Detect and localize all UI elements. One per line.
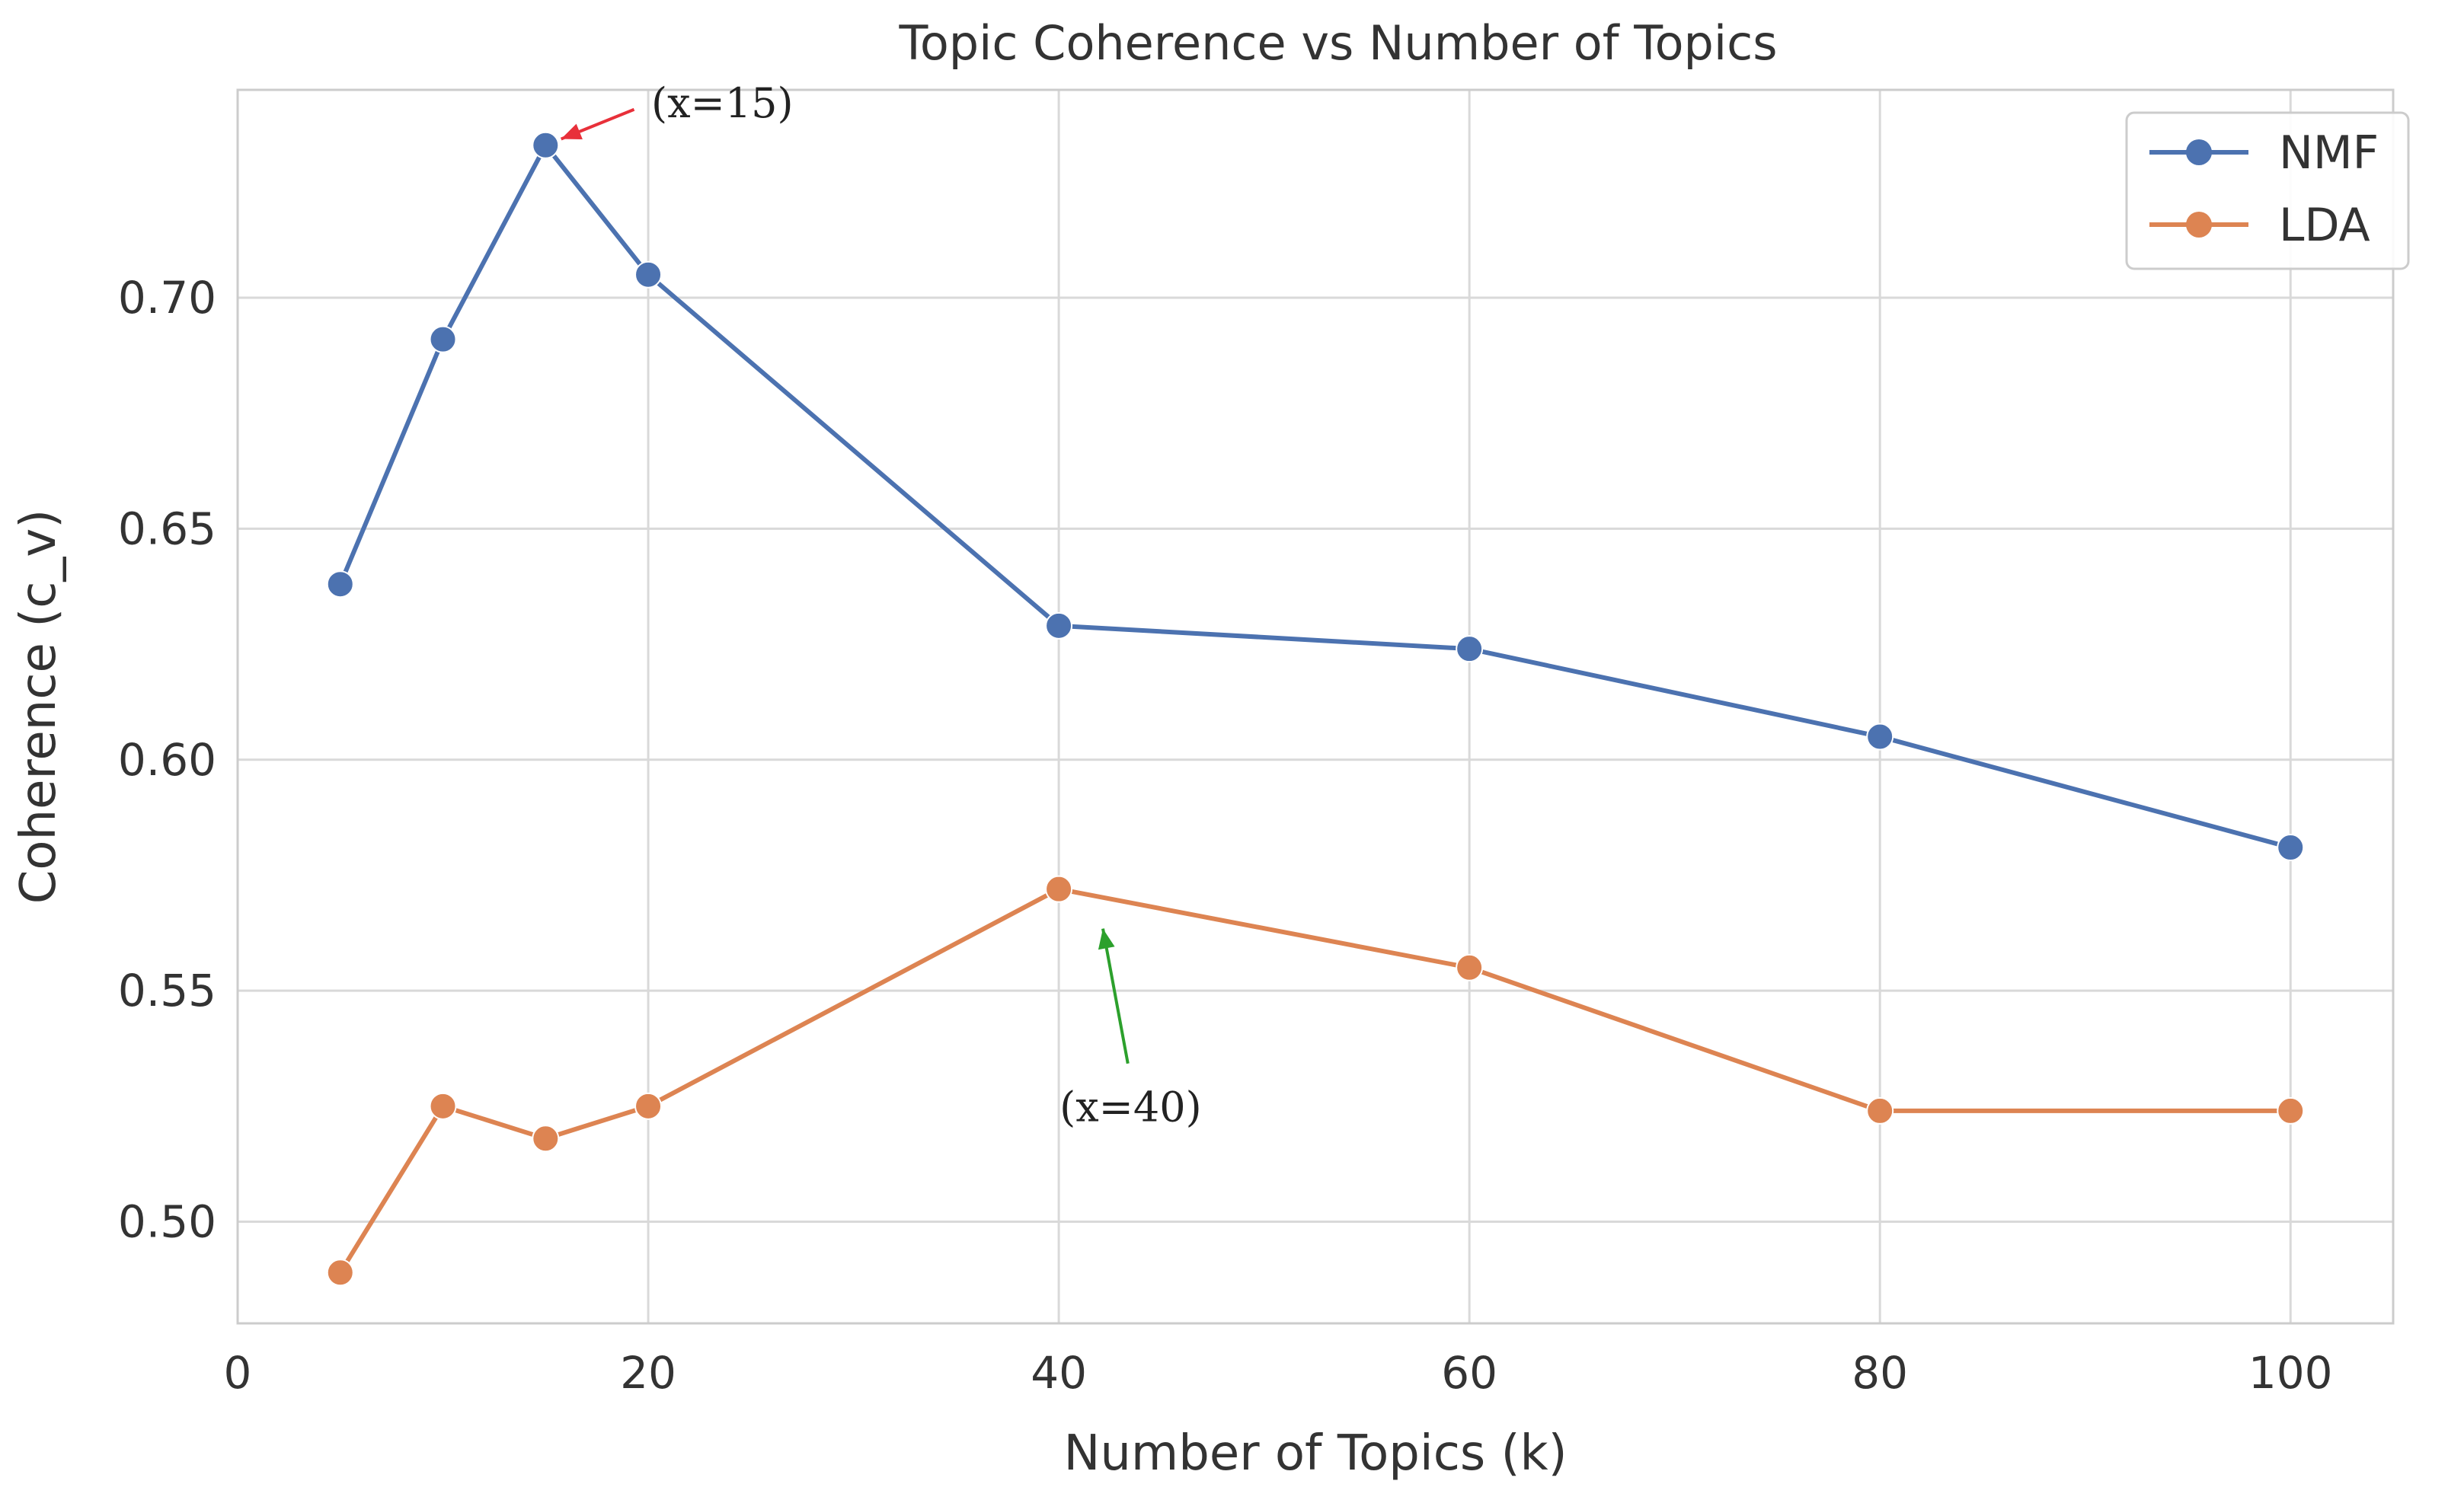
annotation-label: (x=40) (1059, 1083, 1202, 1131)
data-point-lda (326, 1259, 354, 1287)
data-point-lda (1456, 953, 1484, 981)
data-point-lda (532, 1125, 560, 1153)
series-lda (326, 875, 2305, 1287)
data-point-lda (2277, 1096, 2305, 1125)
annotation: (x=15) (560, 79, 794, 141)
series-line-lda (337, 886, 2293, 1275)
x-tick-label: 0 (224, 1347, 252, 1399)
plot-area: (x=15) (x=40) (236, 79, 2395, 1325)
legend: NMF LDA (2125, 111, 2410, 270)
data-point-nmf (2277, 834, 2305, 862)
x-tick-label: 40 (1031, 1347, 1087, 1399)
y-tick-label: 0.50 (118, 1196, 216, 1248)
legend-label: LDA (2279, 199, 2370, 252)
data-point-nmf (429, 325, 457, 353)
y-axis-label: Coherence (c_v) (11, 509, 67, 905)
legend-swatch-marker (2186, 139, 2212, 165)
legend-label: NMF (2279, 126, 2379, 180)
legend-swatch-marker (2186, 212, 2212, 238)
grid-lines (236, 90, 2393, 1323)
data-point-nmf (532, 131, 560, 159)
y-tick-label: 0.65 (118, 503, 216, 554)
data-series (326, 131, 2305, 1287)
data-point-nmf (326, 570, 354, 598)
annotation-arrowhead (1098, 928, 1115, 950)
data-point-lda (429, 1092, 457, 1120)
legend-item-lda: LDA (2149, 199, 2370, 252)
data-point-nmf (1456, 635, 1484, 663)
annotations: (x=15) (x=40) (560, 79, 1202, 1131)
plot-border (236, 88, 2395, 1325)
data-point-lda (1045, 875, 1073, 903)
annotation: (x=40) (1059, 928, 1202, 1131)
annotation-label: (x=15) (651, 79, 794, 127)
annotation-arrow-line (1101, 928, 1130, 1064)
legend-item-nmf: NMF (2149, 126, 2379, 180)
data-point-lda (1866, 1096, 1894, 1125)
annotation-arrowhead (561, 123, 583, 139)
x-tick-label: 20 (620, 1347, 676, 1399)
y-tick-label: 0.60 (118, 734, 216, 786)
plot-background (238, 90, 2393, 1323)
x-tick-label: 60 (1441, 1347, 1497, 1399)
chart-title: Topic Coherence vs Number of Topics (899, 15, 1778, 71)
x-axis-ticks: 0 20 40 60 80 100 (224, 1347, 2333, 1399)
series-line-nmf (337, 142, 2293, 851)
y-tick-label: 0.55 (118, 965, 216, 1016)
y-tick-label: 0.70 (118, 272, 216, 324)
data-point-nmf (634, 260, 663, 289)
data-point-nmf (1045, 611, 1073, 640)
series-nmf (326, 131, 2305, 862)
x-tick-label: 100 (2248, 1347, 2333, 1399)
data-point-lda (634, 1092, 663, 1120)
x-tick-label: 80 (1852, 1347, 1908, 1399)
y-axis-ticks: 0.50 0.55 0.60 0.65 0.70 (118, 272, 216, 1247)
x-axis-label: Number of Topics (k) (1063, 1425, 1567, 1482)
data-point-nmf (1866, 723, 1894, 751)
